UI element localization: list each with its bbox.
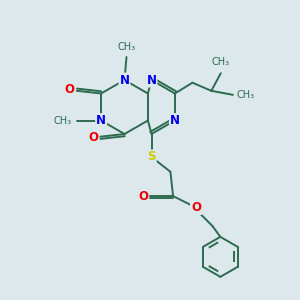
Text: O: O [65,83,75,96]
Text: N: N [96,114,106,127]
Text: O: O [88,131,98,144]
Text: CH₃: CH₃ [54,116,72,125]
Text: N: N [119,74,130,86]
Text: N: N [146,74,157,86]
Text: CH₃: CH₃ [237,90,255,100]
Text: O: O [191,201,201,214]
Text: S: S [147,150,156,164]
Text: CH₃: CH₃ [117,42,136,52]
Text: O: O [138,190,148,202]
Text: N: N [170,114,180,127]
Text: CH₃: CH₃ [212,57,230,67]
